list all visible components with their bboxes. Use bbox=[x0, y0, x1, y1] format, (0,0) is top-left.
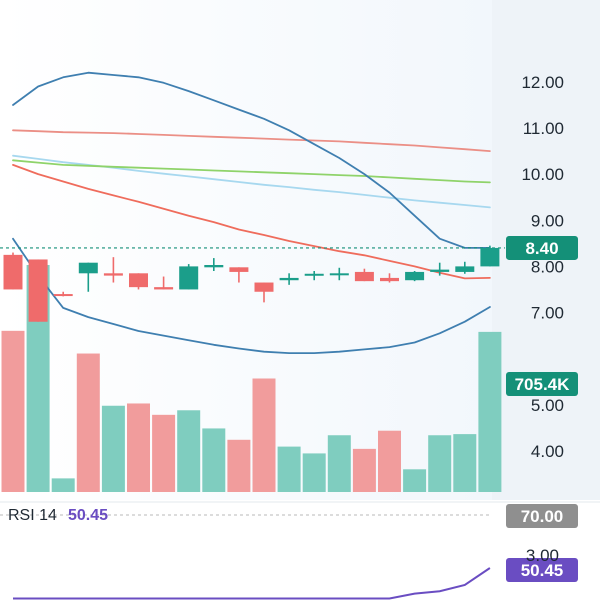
bollinger-lower-band bbox=[12, 237, 491, 354]
price-tick-label: 7.00 bbox=[531, 304, 564, 323]
rsi-70-tag-text: 70.00 bbox=[521, 507, 564, 526]
price-tick-label: 12.00 bbox=[521, 73, 564, 92]
last-volume-tag-background bbox=[506, 372, 578, 396]
candlestick[interactable] bbox=[204, 258, 224, 271]
rsi-tick-label: 3.00 bbox=[526, 546, 559, 565]
last-price-tag-background bbox=[506, 235, 578, 260]
volume-bars bbox=[1, 265, 502, 492]
candlestick[interactable] bbox=[354, 268, 374, 282]
candle-body bbox=[129, 273, 148, 288]
candlestick[interactable] bbox=[430, 262, 450, 276]
price-tick-label: 4.00 bbox=[531, 442, 564, 461]
price-tick-label: 5.00 bbox=[531, 396, 564, 415]
price-tick-label: 8.00 bbox=[531, 257, 564, 276]
candlestick[interactable] bbox=[254, 282, 274, 303]
volume-bar bbox=[352, 448, 376, 492]
candlestick[interactable] bbox=[129, 273, 148, 290]
candlesticks bbox=[3, 245, 500, 322]
last-volume-tag: 705.4K bbox=[506, 372, 578, 396]
price-axis: 12.00 11.00 10.00 9.00 8.00 7.00 5.00 4.00 bbox=[521, 73, 564, 461]
volume-bar bbox=[428, 435, 452, 492]
rsi-current-value: 50.45 bbox=[68, 507, 108, 524]
candlestick[interactable] bbox=[405, 271, 425, 282]
volume-bar bbox=[152, 414, 176, 492]
moving-average-red-line bbox=[12, 164, 491, 280]
volume-bar bbox=[277, 446, 301, 492]
candle-body bbox=[78, 262, 98, 274]
candlestick[interactable] bbox=[3, 252, 23, 290]
rsi-value-tag-background bbox=[506, 558, 578, 582]
candlestick[interactable] bbox=[28, 259, 48, 322]
last-price-tag-text: 8.40 bbox=[525, 239, 558, 258]
moving-average-green-line bbox=[12, 159, 491, 184]
candle-body bbox=[53, 294, 73, 297]
price-tick-label: 11.00 bbox=[523, 119, 564, 138]
volume-bar bbox=[403, 469, 427, 492]
rsi-70-tag-background bbox=[506, 504, 578, 528]
price-tick-label: 9.00 bbox=[531, 211, 564, 230]
volume-bar bbox=[453, 434, 477, 492]
volume-bar bbox=[227, 439, 251, 492]
candlestick[interactable] bbox=[480, 245, 500, 267]
value-tags: 8.40 705.4K 70.00 50.45 bbox=[506, 235, 578, 582]
candlestick[interactable] bbox=[329, 267, 349, 281]
volume-bar bbox=[327, 435, 351, 492]
rsi-indicator-label[interactable]: RSI 14 bbox=[8, 507, 57, 524]
volume-bar bbox=[252, 378, 276, 492]
indicator-lines bbox=[0, 71, 505, 354]
candlestick[interactable] bbox=[179, 264, 199, 290]
candle-body bbox=[354, 271, 374, 282]
candle-body bbox=[254, 282, 274, 292]
volume-bar bbox=[302, 453, 326, 492]
candle-body bbox=[405, 271, 425, 281]
rsi-panel: RSI 14 50.45 3.00 bbox=[0, 501, 600, 600]
volume-bar bbox=[378, 430, 401, 492]
candlestick[interactable] bbox=[304, 271, 324, 281]
candle-body bbox=[380, 277, 399, 282]
rsi-line bbox=[13, 567, 491, 600]
volume-bar bbox=[177, 410, 201, 492]
price-tick-label: 10.00 bbox=[521, 165, 564, 184]
volume-bar bbox=[1, 330, 25, 492]
candle-body bbox=[455, 266, 475, 272]
last-volume-tag-text: 705.4K bbox=[515, 375, 571, 394]
candle-body bbox=[304, 273, 324, 276]
candle-body bbox=[154, 287, 174, 290]
candlestick[interactable] bbox=[229, 267, 249, 283]
candlestick[interactable] bbox=[154, 276, 174, 290]
candlestick[interactable] bbox=[78, 262, 98, 292]
volume-bar bbox=[101, 405, 125, 492]
volume-bar bbox=[76, 353, 100, 492]
candlestick[interactable] bbox=[380, 273, 399, 283]
rsi-70-tag: 70.00 bbox=[506, 504, 578, 528]
candlestick[interactable] bbox=[103, 257, 123, 283]
volume-bar bbox=[478, 331, 502, 492]
candlestick[interactable] bbox=[53, 291, 73, 297]
moving-average-salmon-line bbox=[12, 129, 491, 152]
candlestick[interactable] bbox=[279, 273, 299, 285]
rsi-value-tag: 50.45 bbox=[506, 558, 578, 582]
candle-body bbox=[28, 259, 48, 322]
candlestick[interactable] bbox=[455, 261, 475, 274]
candle-body bbox=[329, 273, 349, 276]
volume-bar bbox=[26, 265, 50, 492]
candle-body bbox=[179, 266, 199, 290]
candle-body bbox=[204, 265, 224, 268]
volume-bar bbox=[202, 428, 226, 492]
volume-bar bbox=[127, 403, 150, 492]
bollinger-upper-band bbox=[12, 71, 491, 249]
candle-body bbox=[3, 254, 23, 290]
candle-body bbox=[279, 277, 299, 281]
candle-body bbox=[430, 269, 450, 272]
last-price-tag: 8.40 bbox=[506, 235, 578, 260]
candle-body bbox=[229, 267, 249, 272]
volume-bar bbox=[51, 478, 75, 492]
candle-body bbox=[103, 273, 123, 276]
rsi-value-tag-text: 50.45 bbox=[521, 561, 564, 580]
candle-body bbox=[480, 247, 500, 267]
